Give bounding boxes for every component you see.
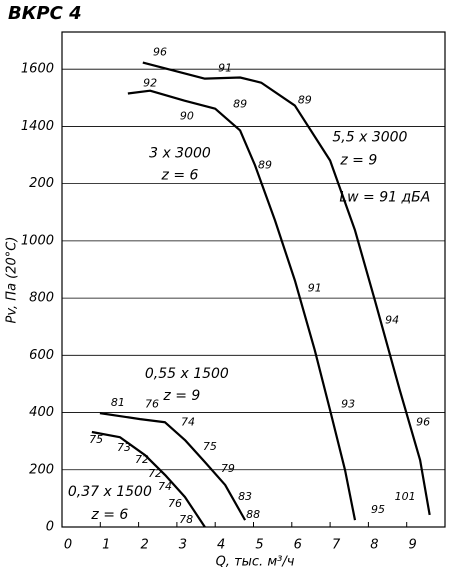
curve-label: 0,37 x 1500 [68, 484, 152, 500]
annotation: 72 [148, 467, 162, 480]
annotation: 81 [111, 396, 125, 409]
curve [91, 430, 206, 528]
annotation: 90 [180, 109, 194, 122]
x-tick-label: 4 [217, 538, 225, 553]
x-tick-label: 1 [102, 538, 110, 553]
annotation: 83 [238, 490, 252, 503]
curve-label: 0,55 x 1500 [145, 366, 229, 382]
x-axis-label: Q, тыс. м³/ч [216, 555, 295, 570]
y-tick-label: 200 [29, 462, 54, 477]
curve-label: z = 9 [162, 388, 200, 404]
annotation: 74 [181, 415, 195, 428]
y-tick-label: 1600 [21, 62, 54, 77]
annotation: 89 [298, 94, 312, 107]
annotation: 89 [258, 158, 272, 171]
x-tick-label: 3 [179, 538, 187, 553]
y-tick-label: 200 [29, 176, 54, 191]
annotation: 76 [145, 397, 159, 410]
y-tick-label: 400 [29, 405, 54, 420]
annotation: 91 [308, 281, 322, 294]
annotation: 96 [153, 46, 167, 59]
curve-label: z = 9 [339, 152, 377, 168]
annotation: 91 [218, 62, 232, 75]
annotation: 74 [158, 480, 172, 493]
curve-label: z = 6 [90, 507, 128, 523]
x-tick-label: 8 [370, 538, 378, 553]
annotation: 79 [221, 462, 235, 475]
annotation: 89 [233, 98, 247, 111]
curve [142, 61, 431, 516]
annotation: 76 [168, 497, 182, 510]
chart-title: ВКРС 4 [8, 3, 82, 24]
curve [99, 412, 247, 521]
y-tick-label: 1400 [21, 119, 54, 134]
annotation: 72 [135, 453, 149, 466]
y-tick-label: 0 [46, 520, 54, 535]
y-tick-label: 1000 [21, 233, 54, 248]
annotation: 75 [89, 433, 103, 446]
y-axis-label: Pv, Па (20°С) [5, 237, 20, 324]
x-tick-label: 5 [255, 538, 263, 553]
annotation: 78 [179, 513, 193, 526]
annotation: 96 [416, 415, 430, 428]
y-tick-label: 600 [29, 348, 54, 363]
annotation: 93 [341, 397, 355, 410]
curve-label: 5,5 x 3000 [332, 130, 407, 146]
x-tick-label: 0 [64, 538, 72, 553]
annotation: 75 [203, 440, 217, 453]
annotation: 88 [246, 508, 260, 521]
annotation: 101 [395, 490, 416, 503]
x-tick-label: 2 [140, 538, 148, 553]
annotation: 92 [143, 77, 157, 90]
curve-label: Lw = 91 дБА [339, 189, 430, 205]
annotation: 94 [385, 313, 399, 326]
x-tick-label: 7 [332, 538, 341, 553]
curve [127, 89, 357, 521]
curve-label: 3 x 3000 [149, 146, 211, 162]
annotation: 73 [117, 441, 131, 454]
annotation: 95 [371, 503, 385, 516]
curve-label: z = 6 [161, 167, 199, 183]
x-tick-label: 6 [294, 538, 302, 553]
y-tick-label: 800 [29, 291, 54, 306]
x-tick-label: 9 [409, 538, 417, 553]
